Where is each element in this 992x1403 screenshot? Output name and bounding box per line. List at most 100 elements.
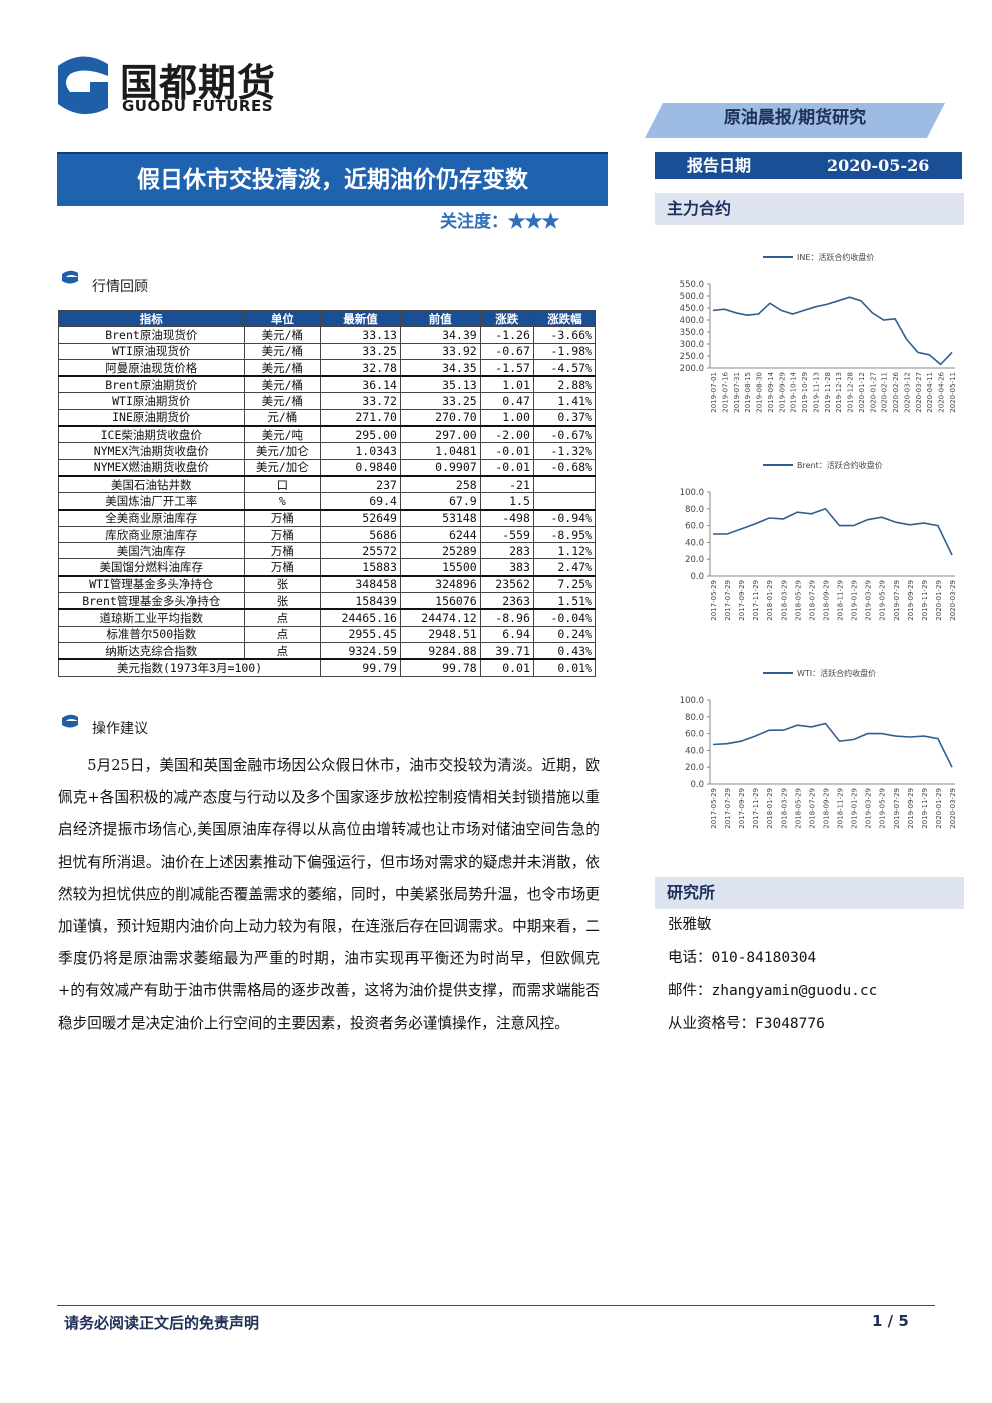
x-tick-label: 2018-09-29 bbox=[822, 580, 830, 621]
x-tick-label: 2020-05-11 bbox=[949, 372, 957, 413]
x-tick-label: 2017-07-29 bbox=[724, 580, 732, 621]
table-cell: 库欣商业原油库存 bbox=[58, 525, 245, 544]
x-tick-label: 2018-03-29 bbox=[780, 788, 788, 829]
table-cell: 15883 bbox=[320, 558, 401, 577]
table-cell: Brent原油现货价 bbox=[58, 326, 245, 344]
section-heading: 行情回顾 bbox=[92, 279, 148, 295]
table-cell: 2.88% bbox=[532, 375, 597, 394]
x-tick-label: 2017-09-29 bbox=[738, 580, 746, 621]
table-cell: 33.92 bbox=[399, 342, 481, 360]
x-tick-label: 2019-07-31 bbox=[733, 372, 741, 413]
x-tick-label: 2020-02-26 bbox=[892, 371, 900, 412]
table-cell: 万桶 bbox=[243, 525, 322, 544]
legend-label: WTI：活跃合约收盘价 bbox=[797, 668, 876, 678]
chart: WTI：活跃合约收盘价 0.0 20.0 40.0 60.0 80.0 100.0 2017-… bbox=[680, 668, 957, 829]
table-cell: 295.00 bbox=[320, 425, 401, 444]
table-cell: 237 bbox=[320, 474, 401, 494]
table-cell: 道琼斯工业平均指数 bbox=[58, 608, 245, 627]
legend-label: INE：活跃合约收盘价 bbox=[797, 252, 874, 262]
table-cell: -0.94% bbox=[532, 508, 597, 527]
table-row: ICE柴油期货收盘价 美元/吨 295.00 297.00 -2.00 -0.67% bbox=[58, 425, 597, 444]
table-cell: 标准普尔500指数 bbox=[58, 625, 245, 643]
table-cell: 53148 bbox=[399, 508, 481, 527]
table-cell: 美国馏分燃料油库存 bbox=[58, 558, 245, 577]
table-cell: 阿曼原油现货价格 bbox=[58, 358, 245, 377]
x-tick-label: 2020-03-29 bbox=[949, 580, 957, 621]
table-row: 道琼斯工业平均指数点 24465.16 24474.12 -8.96 -0.04% bbox=[58, 608, 597, 627]
y-tick-label: 450.0 bbox=[680, 304, 704, 314]
x-tick-label: 2019-01-29 bbox=[851, 788, 859, 829]
y-tick-label: 100.0 bbox=[680, 488, 704, 498]
y-tick-label: 60.0 bbox=[685, 522, 704, 532]
x-tick-label: 2017-09-29 bbox=[738, 788, 746, 829]
table-cell: % bbox=[243, 492, 322, 511]
table-cell: 23562 bbox=[479, 574, 534, 594]
table-cell: 1.12% bbox=[532, 542, 597, 560]
x-tick-label: 2020-01-27 bbox=[869, 372, 877, 413]
column-header: 前值 bbox=[399, 309, 481, 328]
table-cell: 1.0343 bbox=[320, 442, 401, 460]
x-tick-label: 2019-05-29 bbox=[879, 580, 887, 621]
x-tick-label: 2017-05-29 bbox=[710, 580, 718, 621]
table-cell: 点 bbox=[243, 625, 322, 643]
banner-bg bbox=[645, 103, 945, 138]
table-cell: 0.43% bbox=[532, 641, 597, 660]
x-tick-label: 2018-03-29 bbox=[780, 580, 788, 621]
x-tick-label: 2019-10-14 bbox=[790, 371, 798, 412]
market-table: 指标 单位 最新值 前值 涨跌 涨跌幅 Brent原油现货价 美元/桶 33.13 34.39 -1… bbox=[57, 309, 597, 677]
table-cell: 9284.88 bbox=[399, 641, 481, 660]
table-cell: 15500 bbox=[399, 558, 481, 577]
table-cell: -4.57% bbox=[532, 358, 597, 377]
x-tick-label: 2018-09-29 bbox=[822, 788, 830, 829]
table-row: WTI管理基金多头净持仓张 348458 324896 23562 7.25% bbox=[58, 574, 597, 594]
table-cell: -2.00 bbox=[479, 425, 534, 444]
table-cell: -0.67 bbox=[479, 342, 534, 360]
table-row: 美元指数(1973年3月=100) 99.79 99.78 0.01 0.01% bbox=[57, 658, 597, 677]
table-cell: 美元指数(1973年3月=100) bbox=[57, 658, 322, 677]
x-tick-label: 2019-07-29 bbox=[893, 788, 901, 829]
table-cell: 2.47% bbox=[532, 558, 597, 577]
table-cell: 美国汽油库存 bbox=[58, 542, 245, 560]
table-cell: 2363 bbox=[479, 592, 534, 610]
table-cell: 万桶 bbox=[243, 558, 322, 577]
table-cell: WTI管理基金多头净持仓 bbox=[58, 574, 245, 594]
table-cell: 32.78 bbox=[320, 358, 401, 377]
x-tick-label: 2020-01-12 bbox=[858, 372, 866, 413]
table-cell: WTI原油期货价 bbox=[58, 392, 245, 410]
table-cell: 1.01 bbox=[479, 375, 534, 394]
table-cell: NYMEX汽油期货收盘价 bbox=[58, 442, 245, 460]
x-tick-label: 2019-09-29 bbox=[778, 372, 786, 413]
table-cell: 270.70 bbox=[399, 408, 481, 427]
x-tick-label: 2018-07-29 bbox=[808, 788, 816, 829]
table-cell bbox=[532, 492, 597, 511]
table-cell: -0.01 bbox=[479, 442, 534, 460]
table-cell: 5686 bbox=[320, 525, 401, 544]
table-cell: 1.51% bbox=[532, 592, 597, 610]
table-cell: 美元/桶 bbox=[243, 358, 322, 377]
table-cell: -559 bbox=[479, 525, 534, 544]
table-row: 纳斯达克综合指数点 9324.59 9284.88 39.71 0.43% bbox=[58, 641, 597, 660]
table-row: 美国石油钻井数口 237 258 -21 bbox=[58, 474, 597, 494]
table-cell: 383 bbox=[479, 558, 534, 577]
table-cell: 美国石油钻井数 bbox=[58, 474, 245, 494]
x-tick-label: 2019-09-29 bbox=[907, 580, 915, 621]
y-tick-label: 80.0 bbox=[685, 505, 704, 515]
y-tick-label: 20.0 bbox=[685, 555, 704, 565]
table-cell: 36.14 bbox=[320, 375, 401, 394]
table-cell: 1.00 bbox=[479, 408, 534, 427]
table-cell bbox=[532, 474, 597, 494]
x-tick-label: 2018-01-29 bbox=[766, 580, 774, 621]
table-cell: 297.00 bbox=[399, 425, 481, 444]
disclaimer: 请务必阅读正文后的免责声明 bbox=[64, 1314, 260, 1332]
footer-rule bbox=[57, 1305, 935, 1306]
table-cell: 34.39 bbox=[399, 326, 481, 344]
y-tick-label: 550.0 bbox=[680, 280, 704, 290]
x-tick-label: 2019-11-28 bbox=[824, 372, 832, 413]
table-cell: 33.25 bbox=[399, 392, 481, 410]
table-cell: Brent管理基金多头净持仓 bbox=[58, 592, 245, 610]
table-row: Brent管理基金多头净持仓张 158439 156076 2363 1.51% bbox=[58, 592, 597, 610]
banner-shape bbox=[645, 103, 945, 138]
table-row: WTI原油现货价 美元/桶 33.25 33.92 -0.67 -1.98% bbox=[58, 342, 597, 360]
x-tick-label: 2018-07-29 bbox=[808, 580, 816, 621]
